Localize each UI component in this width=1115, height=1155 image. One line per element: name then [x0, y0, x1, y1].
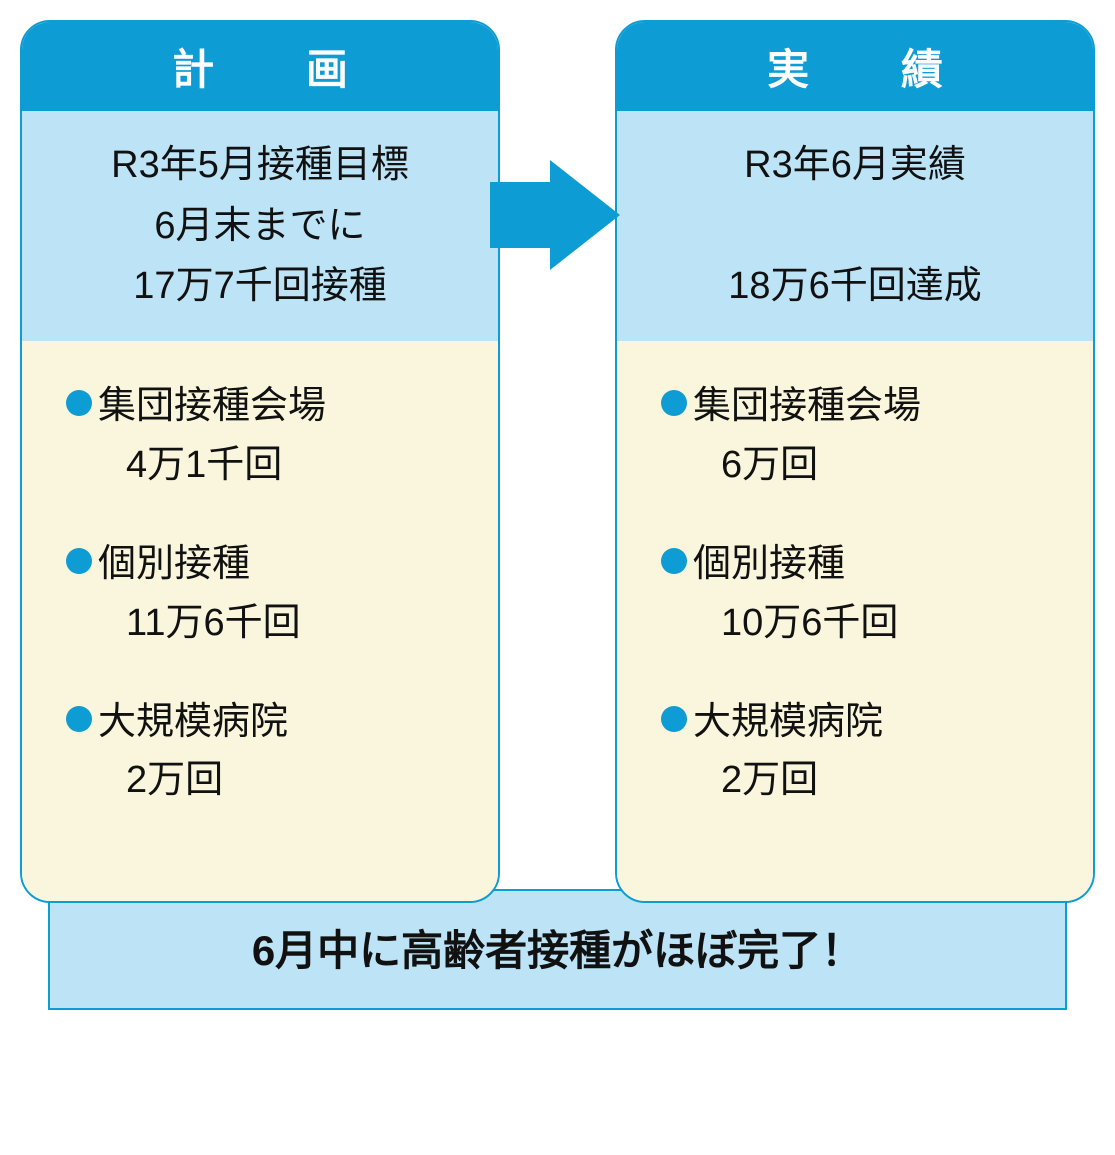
result-item-label: 大規模病院 — [693, 693, 883, 752]
result-subheader-line3: 18万6千回達成 — [627, 256, 1083, 317]
plan-subheader: R3年5月接種目標 6月末までに 17万7千回接種 — [22, 111, 498, 341]
plan-item-value: 11万6千回 — [98, 594, 301, 653]
plan-item-label: 大規模病院 — [98, 693, 288, 752]
result-body: 集団接種会場 6万回 個別接種 10万6千回 大規模病院 2万回 — [617, 341, 1093, 901]
result-item-value: 10万6千回 — [693, 594, 898, 653]
plan-item-label: 集団接種会場 — [98, 377, 326, 436]
result-subheader: R3年6月実績 18万6千回達成 — [617, 111, 1093, 341]
result-item: 個別接種 10万6千回 — [661, 535, 1053, 653]
plan-item-value: 4万1千回 — [98, 436, 326, 495]
plan-subheader-line1: R3年5月接種目標 — [32, 135, 488, 196]
plan-subheader-line3: 17万7千回接種 — [32, 256, 488, 317]
plan-item-label: 個別接種 — [98, 535, 301, 594]
result-item-value: 6万回 — [693, 436, 921, 495]
plan-panel: 計 画 R3年5月接種目標 6月末までに 17万7千回接種 集団接種会場 4万1… — [20, 20, 500, 903]
result-panel: 実 績 R3年6月実績 18万6千回達成 集団接種会場 6万回 個別接種 — [615, 20, 1095, 903]
bullet-icon — [661, 706, 687, 732]
result-item-text: 集団接種会場 6万回 — [693, 377, 921, 495]
result-item-label: 個別接種 — [693, 535, 898, 594]
plan-item-text: 集団接種会場 4万1千回 — [98, 377, 326, 495]
panels-row: 計 画 R3年5月接種目標 6月末までに 17万7千回接種 集団接種会場 4万1… — [20, 20, 1095, 903]
footer-wrap: 6月中に高齢者接種がほぼ完了！ — [20, 889, 1095, 1010]
result-item: 集団接種会場 6万回 — [661, 377, 1053, 495]
plan-item-text: 大規模病院 2万回 — [98, 693, 288, 811]
bullet-icon — [66, 390, 92, 416]
result-header: 実 績 — [617, 22, 1093, 111]
plan-item: 大規模病院 2万回 — [66, 693, 458, 811]
arrow-icon — [490, 160, 620, 275]
result-item-label: 集団接種会場 — [693, 377, 921, 436]
plan-item-value: 2万回 — [98, 751, 288, 810]
footer-banner: 6月中に高齢者接種がほぼ完了！ — [48, 889, 1067, 1010]
bullet-icon — [661, 548, 687, 574]
plan-body: 集団接種会場 4万1千回 個別接種 11万6千回 大規模病院 2万回 — [22, 341, 498, 901]
infographic-container: 計 画 R3年5月接種目標 6月末までに 17万7千回接種 集団接種会場 4万1… — [20, 20, 1095, 1018]
bullet-icon — [66, 706, 92, 732]
plan-item: 個別接種 11万6千回 — [66, 535, 458, 653]
result-item: 大規模病院 2万回 — [661, 693, 1053, 811]
plan-item-text: 個別接種 11万6千回 — [98, 535, 301, 653]
result-item-value: 2万回 — [693, 751, 883, 810]
bullet-icon — [66, 548, 92, 574]
plan-header: 計 画 — [22, 22, 498, 111]
bullet-icon — [661, 390, 687, 416]
result-item-text: 大規模病院 2万回 — [693, 693, 883, 811]
result-subheader-line1: R3年6月実績 — [627, 135, 1083, 196]
plan-subheader-line2: 6月末までに — [32, 196, 488, 257]
result-subheader-line2 — [627, 196, 1083, 257]
plan-item: 集団接種会場 4万1千回 — [66, 377, 458, 495]
result-item-text: 個別接種 10万6千回 — [693, 535, 898, 653]
